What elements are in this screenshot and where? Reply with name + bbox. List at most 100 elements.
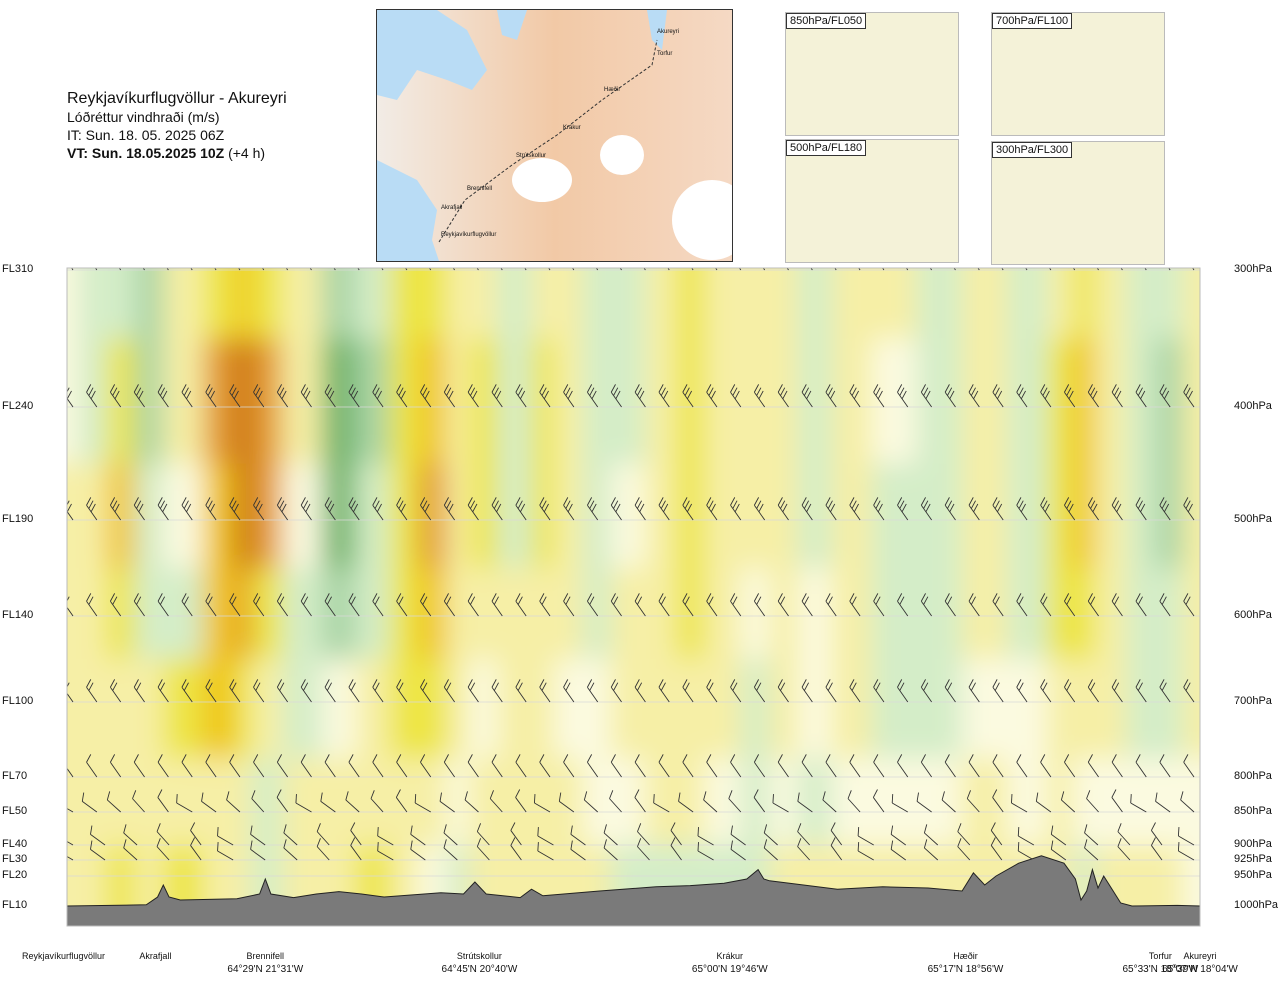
wind-barb <box>324 679 336 703</box>
barb-feather <box>1016 679 1022 688</box>
barb-feather <box>136 596 142 605</box>
wind-barb <box>1111 384 1123 408</box>
barb-staff <box>515 600 527 617</box>
field-cell <box>962 568 1009 660</box>
wind-barb <box>897 497 909 521</box>
barb-staff <box>587 391 599 408</box>
barb-feather <box>190 822 196 831</box>
wind-barb <box>753 384 766 408</box>
barb-feather <box>997 390 1003 400</box>
mini-map-label: 300hPa/FL300 <box>992 142 1073 158</box>
barb-staff <box>250 849 266 861</box>
route-map[interactable] <box>376 9 733 262</box>
field-cell <box>582 338 612 465</box>
barb-staff <box>133 600 145 617</box>
barb-feather <box>476 838 482 847</box>
barb-staff <box>944 600 956 617</box>
wind-barb <box>797 823 810 846</box>
mini-map-300[interactable]: 300hPa/FL300 <box>991 141 1165 265</box>
barb-feather <box>797 838 802 847</box>
barb-feather <box>206 251 215 259</box>
barb-feather <box>670 822 676 831</box>
barb-staff <box>372 686 384 703</box>
wind-barb <box>797 838 810 861</box>
wind-barb <box>990 837 1003 861</box>
barb-feather <box>757 254 766 262</box>
barb-feather <box>1042 682 1048 691</box>
wind-barb <box>1130 794 1147 813</box>
field-cell <box>871 758 918 846</box>
wind-barb <box>86 497 98 521</box>
barb-staff <box>300 761 312 778</box>
barb-staff <box>491 391 503 408</box>
barb-staff <box>587 504 599 521</box>
wind-barb <box>603 824 618 846</box>
barb-staff <box>300 600 312 617</box>
wind-barb <box>849 384 861 408</box>
barb-feather <box>256 254 265 262</box>
barb-feather <box>970 682 976 691</box>
wind-barb <box>67 802 74 813</box>
barb-feather <box>176 794 178 804</box>
barb-staff <box>897 600 909 617</box>
barb-feather <box>587 384 593 393</box>
field-cell <box>831 659 873 760</box>
barb-feather <box>157 593 163 602</box>
barb-feather <box>443 497 449 506</box>
barb-staff <box>849 761 861 778</box>
barb-feather <box>86 593 92 602</box>
wind-barb <box>873 593 885 617</box>
barb-staff <box>539 686 551 703</box>
barb-feather <box>1040 754 1046 763</box>
barb-feather <box>203 247 212 255</box>
barb-feather <box>377 827 379 837</box>
wind-barb <box>420 679 432 703</box>
barb-feather <box>467 593 473 602</box>
barb-staff <box>1036 801 1052 813</box>
barb-staff <box>515 761 527 778</box>
mini-map-500[interactable]: 500hPa/FL180 <box>785 139 959 263</box>
barb-feather <box>88 596 94 605</box>
barb-feather <box>377 842 379 852</box>
field-cell <box>1072 268 1097 340</box>
mini-map-850[interactable]: 850hPa/FL050 <box>785 12 959 136</box>
barb-staff <box>316 831 330 846</box>
barb-staff <box>157 504 169 521</box>
wind-barb <box>1016 754 1028 778</box>
wind-barb <box>1183 754 1195 778</box>
barb-staff <box>1183 761 1195 778</box>
barb-feather <box>1066 387 1072 396</box>
wind-barb <box>825 593 837 617</box>
wind-barb <box>849 497 861 521</box>
barb-feather <box>899 500 905 509</box>
barb-feather <box>420 754 426 763</box>
barb-feather <box>54 827 61 836</box>
field-cell <box>1072 338 1097 465</box>
barb-feather <box>1111 384 1117 393</box>
barb-feather <box>589 500 595 509</box>
wind-barb <box>181 754 193 778</box>
barb-feather <box>86 384 92 393</box>
wind-barb <box>467 679 479 703</box>
field-cell <box>469 268 499 340</box>
wind-barb <box>537 827 554 846</box>
wind-barb <box>706 754 718 778</box>
field-cell <box>67 845 80 926</box>
barb-feather <box>345 791 349 801</box>
barb-feather <box>1111 789 1117 798</box>
barb-feather <box>615 503 621 513</box>
field-cell <box>355 659 391 760</box>
wind-barb <box>229 268 241 271</box>
mini-map-700[interactable]: 700hPa/FL100 <box>991 12 1165 136</box>
field-cell <box>531 338 556 465</box>
wind-barb <box>682 497 694 521</box>
barb-feather <box>806 390 812 400</box>
wind-barb <box>1159 384 1171 408</box>
barb-staff <box>300 391 312 408</box>
barb-staff <box>410 834 426 846</box>
barb-feather <box>682 754 688 763</box>
barb-feather <box>899 596 905 605</box>
wind-barb <box>682 593 694 617</box>
barb-staff <box>706 761 718 778</box>
barb-feather <box>515 789 521 798</box>
